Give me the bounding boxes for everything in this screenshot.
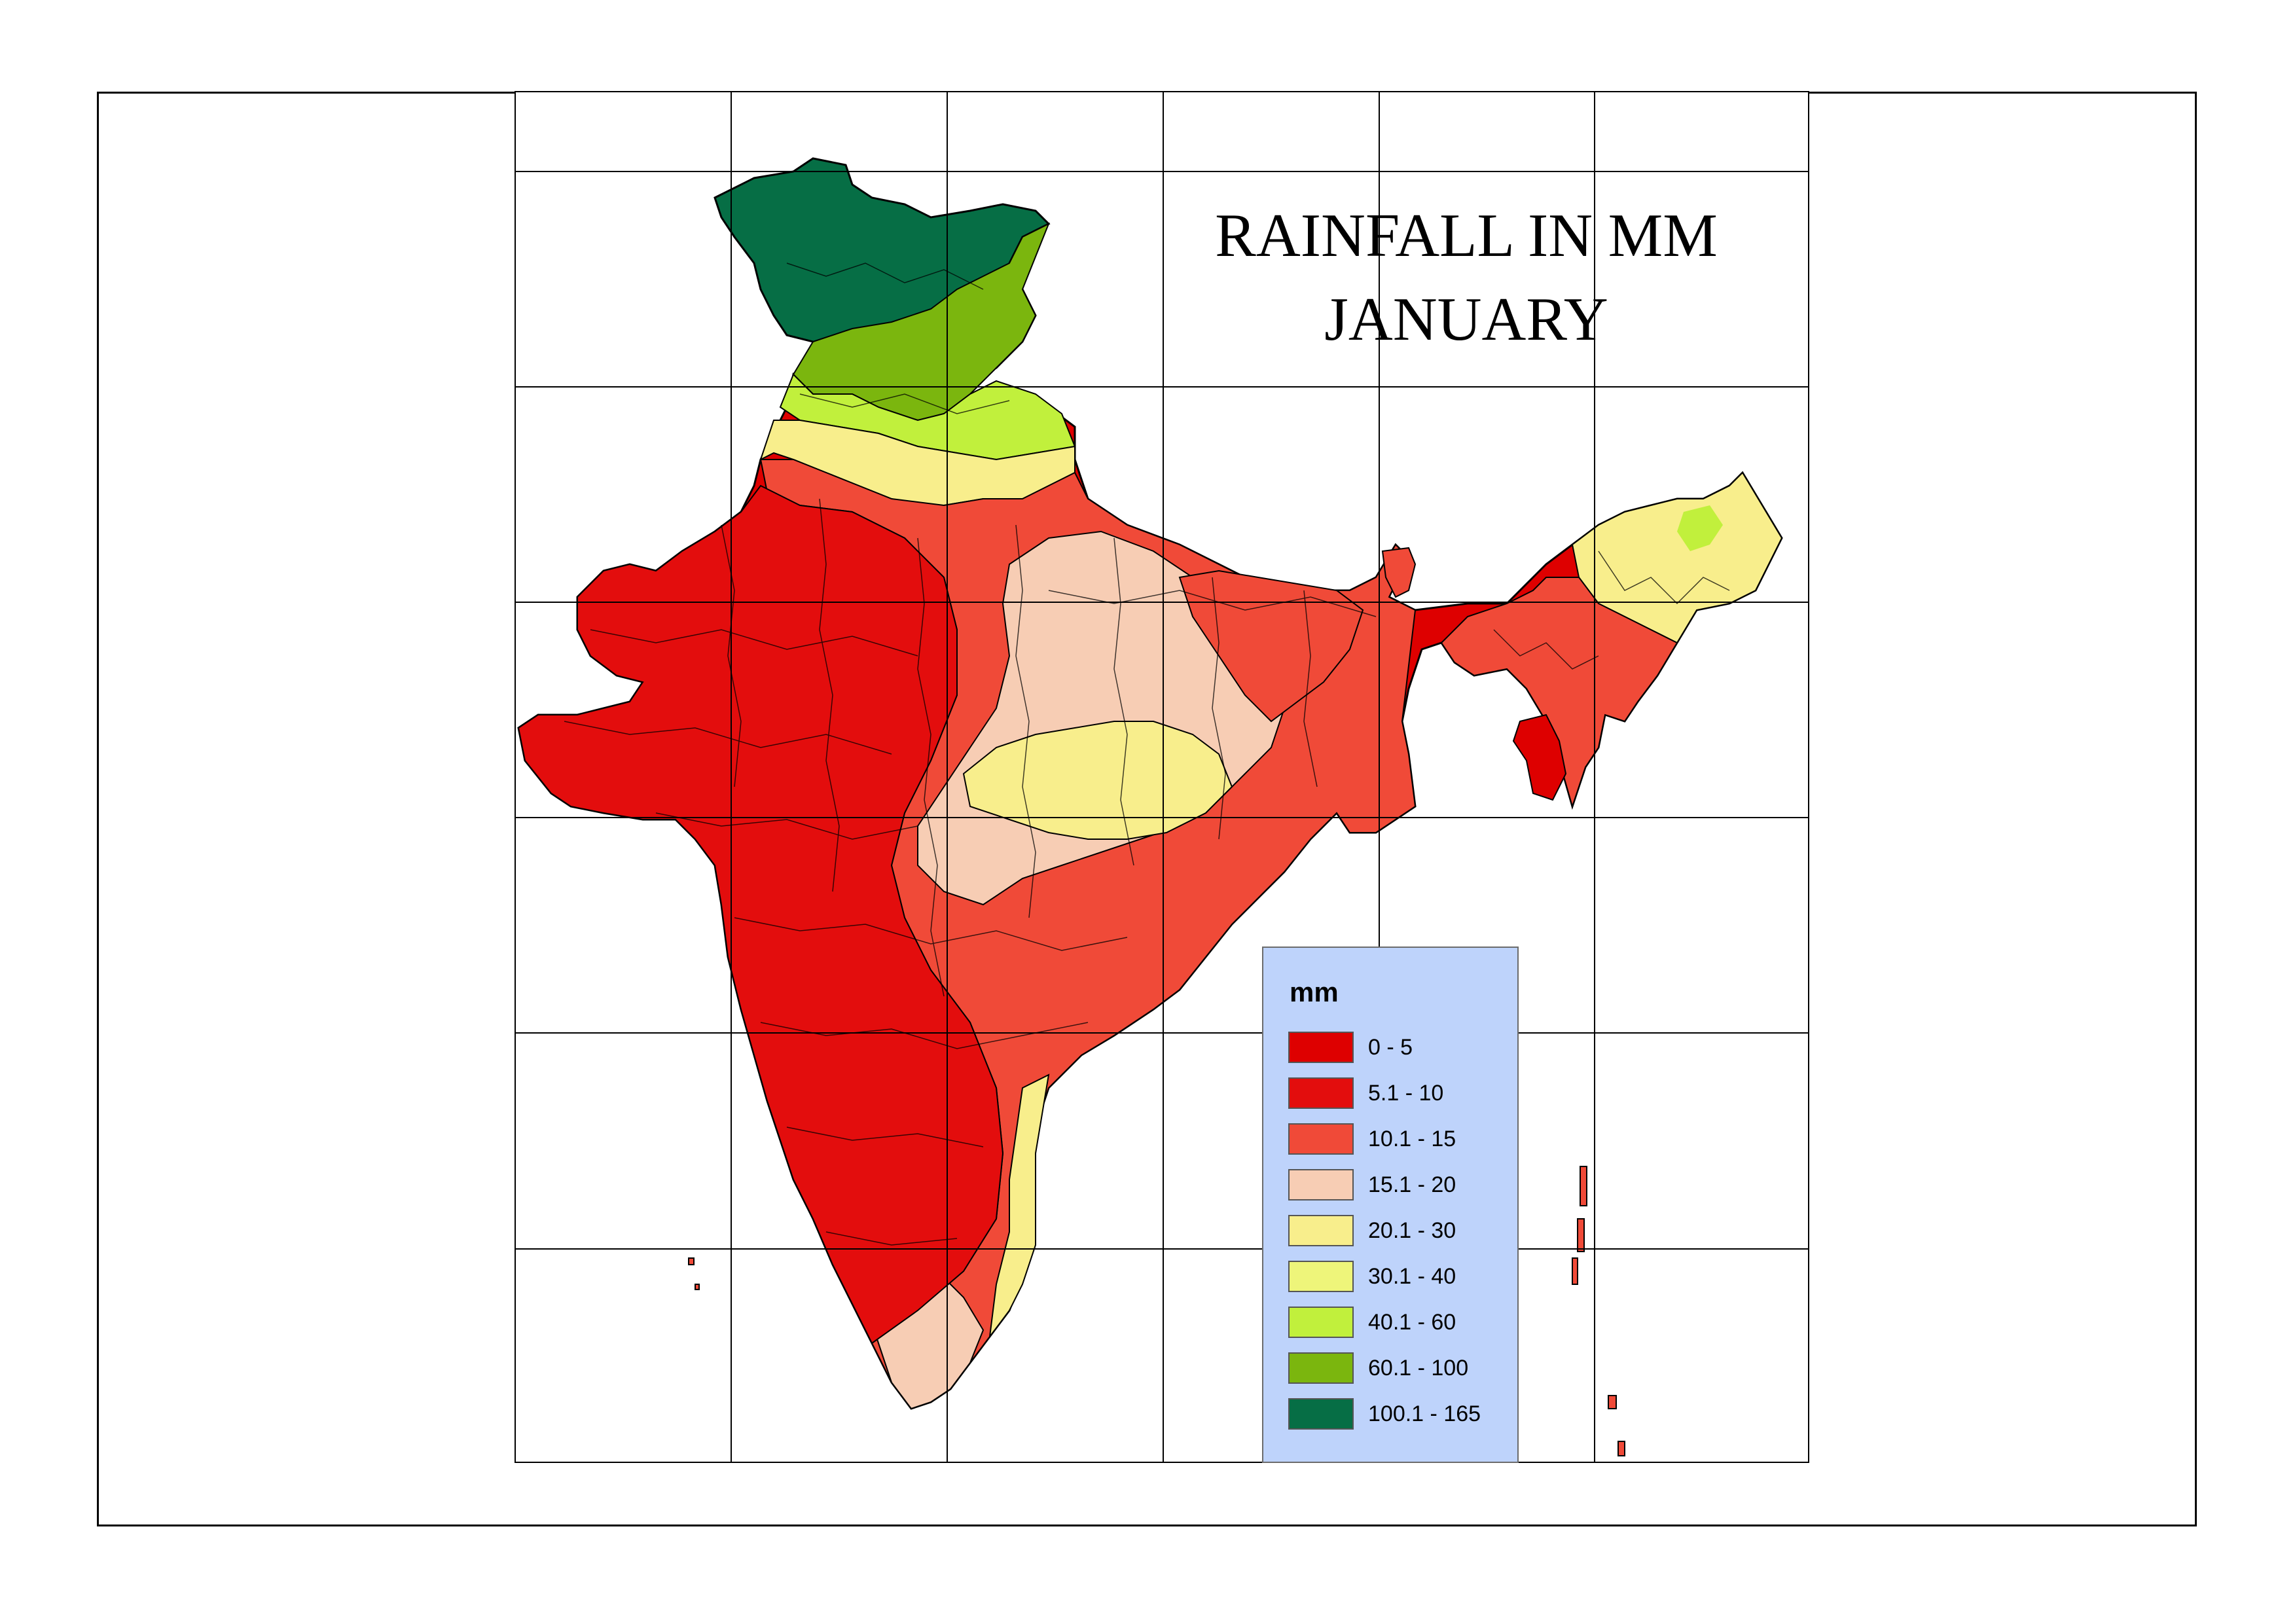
legend-title: mm	[1290, 977, 1339, 1007]
region-west-red	[517, 484, 1004, 1344]
title-line-1: RAINFALL IN MM	[1215, 202, 1718, 270]
map-frame	[515, 91, 1809, 1463]
legend-label: 0 - 5	[1368, 1034, 1413, 1060]
legend-label: 20.1 - 30	[1368, 1218, 1456, 1243]
legend-label: 30.1 - 40	[1368, 1263, 1456, 1289]
region-bihar-orange	[1178, 569, 1364, 723]
legend-item: 30.1 - 40	[1288, 1259, 1456, 1293]
legend: mm 0 - 5 5.1 - 10 10.1 - 15 15.1 - 20 20…	[1262, 947, 1519, 1463]
legend-item: 20.1 - 30	[1288, 1214, 1456, 1248]
legend-label: 5.1 - 10	[1368, 1080, 1444, 1106]
region-tamilnadu-yellow	[988, 1074, 1050, 1339]
region-sikkim-orange	[1381, 547, 1417, 598]
district-boundaries	[564, 262, 1730, 1246]
legend-swatch	[1288, 1352, 1354, 1384]
legend-item: 15.1 - 20	[1288, 1168, 1456, 1202]
islands	[688, 1166, 1625, 1456]
title-line-2: JANUARY	[1324, 285, 1608, 353]
legend-item: 40.1 - 60	[1288, 1305, 1456, 1339]
region-central-yellow	[962, 721, 1233, 840]
legend-item: 60.1 - 100	[1288, 1351, 1468, 1385]
legend-swatch	[1288, 1307, 1354, 1338]
legend-label: 60.1 - 100	[1368, 1355, 1469, 1380]
region-arunachal-lime	[1677, 505, 1723, 551]
legend-swatch	[1288, 1032, 1354, 1063]
legend-swatch	[1288, 1261, 1354, 1292]
region-northeast-orange	[1440, 577, 1678, 809]
rainfall-map	[516, 92, 1808, 1462]
region-tripura-red	[1512, 713, 1567, 801]
map-title: RAINFALL IN MM JANUARY	[1139, 194, 1794, 361]
legend-item: 10.1 - 15	[1288, 1122, 1456, 1156]
legend-label: 40.1 - 60	[1368, 1309, 1456, 1335]
legend-swatch	[1288, 1398, 1354, 1430]
legend-label: 100.1 - 165	[1368, 1401, 1481, 1426]
legend-swatch	[1288, 1077, 1354, 1109]
graticule-grid	[516, 92, 1808, 1462]
legend-label: 15.1 - 20	[1368, 1172, 1456, 1197]
legend-swatch	[1288, 1215, 1354, 1246]
legend-item: 0 - 5	[1288, 1030, 1413, 1064]
legend-item: 5.1 - 10	[1288, 1076, 1443, 1110]
legend-label: 10.1 - 15	[1368, 1126, 1456, 1151]
legend-item: 100.1 - 165	[1288, 1397, 1481, 1431]
legend-swatch	[1288, 1123, 1354, 1155]
legend-swatch	[1288, 1169, 1354, 1200]
